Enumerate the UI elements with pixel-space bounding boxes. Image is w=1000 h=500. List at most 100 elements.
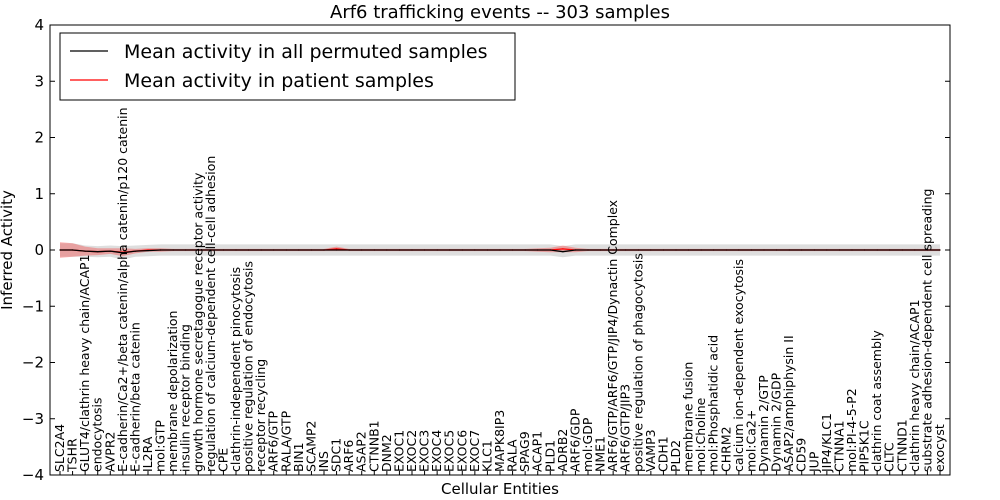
series-point xyxy=(84,250,86,252)
series-point xyxy=(335,249,338,251)
x-tick-label: CDH1 xyxy=(655,436,670,472)
legend-box xyxy=(59,32,516,101)
x-tick-label: EXOC1 xyxy=(391,430,406,472)
series-point xyxy=(398,249,401,251)
x-tick-label: ASAP2/amphiphysin II xyxy=(781,335,796,472)
x-tick-label: mol:PI-4-5-P2 xyxy=(844,388,859,472)
x-tick-label: ARF6/GTP/JIP3 xyxy=(618,384,633,472)
series-point xyxy=(310,249,313,251)
series-point xyxy=(436,249,438,251)
x-tick-label: VAMP3 xyxy=(643,429,658,472)
x-axis-label: Cellular Entities xyxy=(441,480,559,498)
series-point xyxy=(386,249,388,251)
series-point xyxy=(335,248,338,250)
lines-layer xyxy=(59,248,941,254)
x-tick-label: membrane fusion xyxy=(681,362,696,472)
series-point xyxy=(851,249,853,251)
legend: Mean activity in all permuted samples Me… xyxy=(59,32,516,101)
x-tick-label: MAPK8IP3 xyxy=(492,410,507,472)
series-point xyxy=(838,249,841,251)
x-tick-label: KLC1 xyxy=(479,440,494,472)
y-tick-label: 3 xyxy=(34,72,44,90)
series-point xyxy=(172,249,174,251)
x-tick-label: JIP4/KLC1 xyxy=(819,413,834,473)
x-tick-label: calcium ion-dependent exocytosis xyxy=(731,259,746,472)
y-axis: 4 3 2 1 0 −1 −2 −3 −4 xyxy=(22,16,950,484)
series-point xyxy=(159,249,162,251)
series-point xyxy=(298,249,300,251)
x-tick-label: EXOC6 xyxy=(454,430,469,472)
series-point xyxy=(763,249,765,251)
series-point xyxy=(549,249,551,251)
series-point xyxy=(801,249,803,251)
series-point xyxy=(109,250,111,252)
series-point xyxy=(197,249,199,251)
series-point xyxy=(486,249,489,251)
series-point xyxy=(788,249,790,251)
series-point xyxy=(662,249,665,251)
series-point xyxy=(423,249,426,251)
x-tick-label: NME1 xyxy=(593,436,608,472)
x-tick-label: CPE xyxy=(215,448,230,472)
series-point xyxy=(562,248,564,250)
x-tick-label: DNM2 xyxy=(379,434,394,472)
series-point xyxy=(260,249,262,251)
x-tick-label: clathrin heavy chain/ACAP1 xyxy=(907,299,922,472)
legend-label-patient: Mean activity in patient samples xyxy=(124,70,434,92)
series-point xyxy=(449,249,451,251)
x-tick-label: exocyst xyxy=(932,424,947,472)
x-tick-label: clathrin-independent pinocytosis xyxy=(228,267,243,472)
series-point xyxy=(499,249,501,251)
x-tick-label: regulation of calcium-dependent cell-cel… xyxy=(203,156,218,472)
x-tick-label: receptor recycling xyxy=(253,359,268,472)
y-tick-label: −3 xyxy=(22,410,44,428)
x-tick-label: insulin receptor binding xyxy=(178,324,193,472)
plot-frame xyxy=(49,24,951,476)
y-tick-label: 2 xyxy=(34,129,44,147)
y-axis-label: Inferred Activity xyxy=(0,190,16,310)
series-point xyxy=(738,249,740,251)
series-point xyxy=(687,249,690,251)
series-point xyxy=(587,249,589,251)
x-tick-label: SCAMP2 xyxy=(303,421,318,473)
series-point xyxy=(97,251,99,253)
x-tick-label: Dynamin 2/GTP xyxy=(756,375,771,472)
x-tick-label: ARF6/GTP/ARF6/GTP/JIP4/Dynactin Complex xyxy=(605,200,620,472)
x-tick-label: TSHR xyxy=(65,438,80,473)
x-tick-label: ARF6 xyxy=(341,440,356,472)
series-point xyxy=(650,249,652,251)
x-tick-label: JUP xyxy=(806,451,821,473)
x-tick-label: BIN1 xyxy=(291,442,306,472)
x-tick-label: E-cadherin/Ca2+/beta catenin/alpha caten… xyxy=(115,107,130,472)
series-point xyxy=(511,249,514,251)
x-tick-label: growth hormone secretagogue receptor act… xyxy=(190,172,205,472)
series-point xyxy=(700,249,702,251)
x-tick-label: mol:GDP xyxy=(580,417,595,472)
x-tick-label: SPAG9 xyxy=(517,431,532,472)
y-tick-label: 1 xyxy=(34,185,44,203)
y-tick-label: 0 xyxy=(34,241,44,259)
series-point xyxy=(210,249,212,251)
x-tick-label: PIP5K1C xyxy=(857,420,872,472)
series-point xyxy=(323,249,325,251)
series-point xyxy=(361,249,363,251)
legend-label-permuted: Mean activity in all permuted samples xyxy=(124,41,487,63)
series-point xyxy=(285,249,287,251)
y-tick-label: −1 xyxy=(22,297,44,315)
x-tick-label: ARF6/GDP xyxy=(567,408,582,472)
x-tick-label: positive regulation of phagocytosis xyxy=(630,253,645,472)
series-point xyxy=(813,249,815,251)
series-point xyxy=(750,249,753,251)
x-tick-label: positive regulation of endocytosis xyxy=(241,261,256,472)
x-tick-label: CTNNA1 xyxy=(831,420,846,472)
x-tick-label: PLD2 xyxy=(668,440,683,472)
x-tick-label: EXOC3 xyxy=(417,430,432,472)
series-point xyxy=(863,249,866,251)
series-point xyxy=(71,249,74,251)
series-point xyxy=(122,252,124,254)
x-tick-label: mol:Ca2+ xyxy=(743,410,758,472)
series-point xyxy=(59,249,61,251)
series-point xyxy=(889,249,891,251)
series-point xyxy=(926,249,929,251)
